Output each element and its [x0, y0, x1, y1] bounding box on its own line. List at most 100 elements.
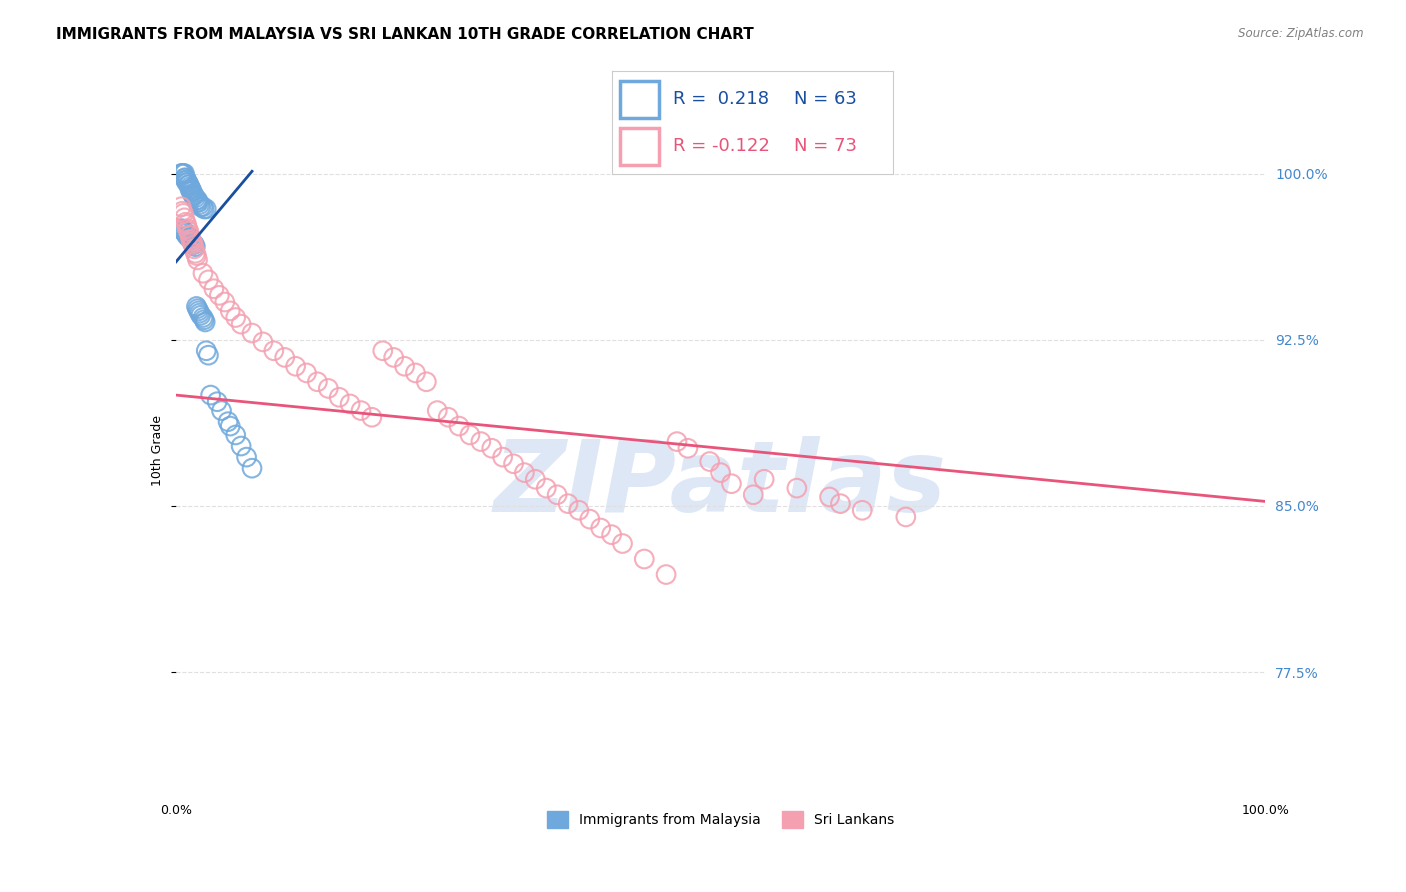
Point — [183, 188, 205, 202]
Point — [176, 175, 198, 189]
Point — [179, 231, 201, 245]
Point — [181, 186, 204, 201]
Point — [195, 343, 218, 358]
Point — [180, 233, 202, 247]
Point — [173, 167, 195, 181]
Point — [172, 222, 194, 236]
Text: N = 63: N = 63 — [794, 90, 858, 108]
Point — [186, 301, 209, 316]
Point — [186, 193, 209, 207]
Point — [183, 237, 205, 252]
Point — [186, 300, 208, 314]
Point — [240, 461, 263, 475]
Point — [350, 403, 373, 417]
Point — [191, 310, 214, 325]
Text: ZIPatlas: ZIPatlas — [494, 436, 948, 533]
Text: IMMIGRANTS FROM MALAYSIA VS SRI LANKAN 10TH GRADE CORRELATION CHART: IMMIGRANTS FROM MALAYSIA VS SRI LANKAN 1… — [56, 27, 754, 42]
Point — [225, 428, 247, 442]
Point — [492, 450, 515, 464]
Point — [181, 237, 204, 252]
Point — [710, 466, 733, 480]
Point — [170, 222, 193, 236]
Point — [360, 410, 382, 425]
Point — [894, 510, 917, 524]
Point — [193, 312, 215, 326]
Point — [173, 224, 195, 238]
Point — [197, 273, 219, 287]
Point — [195, 202, 218, 216]
Point — [612, 536, 634, 550]
Point — [181, 188, 204, 202]
Point — [633, 552, 655, 566]
Point — [181, 184, 204, 198]
Point — [754, 472, 776, 486]
Point — [235, 450, 257, 464]
Point — [186, 193, 208, 207]
Point — [186, 195, 209, 210]
Point — [174, 170, 197, 185]
Point — [600, 527, 623, 541]
Point — [502, 457, 524, 471]
Point — [295, 366, 318, 380]
Point — [720, 476, 742, 491]
Point — [382, 351, 405, 365]
Point — [513, 466, 536, 480]
Point — [415, 375, 437, 389]
Legend: Immigrants from Malaysia, Sri Lankans: Immigrants from Malaysia, Sri Lankans — [540, 805, 901, 835]
Point — [177, 175, 200, 189]
Point — [742, 488, 765, 502]
Point — [318, 381, 340, 395]
Point — [231, 317, 253, 331]
Point — [177, 178, 200, 192]
Point — [177, 222, 200, 236]
Point — [371, 343, 394, 358]
Point — [177, 228, 200, 243]
Point — [176, 228, 198, 243]
Point — [534, 481, 557, 495]
Point — [172, 204, 194, 219]
Point — [655, 567, 678, 582]
Point — [170, 200, 193, 214]
Point — [568, 503, 591, 517]
Point — [176, 218, 198, 232]
Point — [699, 454, 721, 468]
Point — [181, 235, 204, 250]
Point — [179, 228, 201, 243]
Y-axis label: 10th Grade: 10th Grade — [150, 415, 165, 486]
Point — [830, 497, 852, 511]
Point — [188, 306, 211, 320]
Text: R =  0.218: R = 0.218 — [673, 90, 769, 108]
Point — [177, 231, 200, 245]
Point — [180, 184, 202, 198]
Point — [177, 178, 200, 192]
Point — [405, 366, 427, 380]
Point — [818, 490, 841, 504]
Point — [557, 497, 579, 511]
Point — [197, 348, 219, 362]
Point — [172, 167, 194, 181]
Point — [214, 295, 236, 310]
Point — [219, 419, 242, 434]
Point — [176, 173, 198, 187]
Point — [180, 233, 202, 247]
Point — [205, 394, 228, 409]
Point — [190, 308, 212, 322]
Point — [231, 439, 253, 453]
Point — [470, 434, 492, 449]
Point — [579, 512, 602, 526]
Point — [200, 388, 222, 402]
Point — [191, 266, 214, 280]
Point — [180, 182, 202, 196]
Point — [184, 239, 207, 253]
Point — [274, 351, 297, 365]
Point — [183, 242, 205, 256]
Point — [174, 227, 197, 241]
Point — [174, 215, 197, 229]
Point — [188, 197, 211, 211]
Point — [219, 304, 242, 318]
Point — [339, 397, 361, 411]
Point — [458, 428, 481, 442]
Point — [211, 403, 233, 417]
Point — [217, 415, 239, 429]
Point — [191, 200, 214, 214]
